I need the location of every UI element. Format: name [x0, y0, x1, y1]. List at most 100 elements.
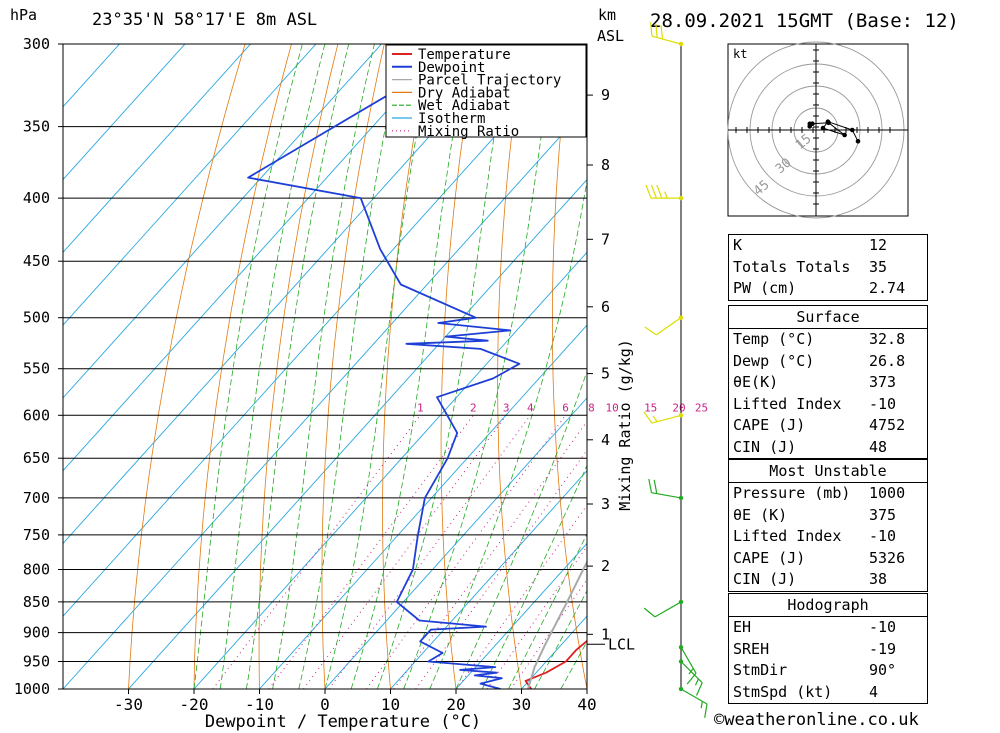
index-row: PW (cm) 2.74	[729, 278, 927, 300]
surface-title: Surface	[729, 306, 927, 329]
isotherm-line	[127, 178, 587, 689]
mixing-ratio-line	[510, 578, 587, 689]
isotherm-line	[258, 324, 587, 689]
copyright-label: ©weatheronline.co.uk	[714, 710, 919, 730]
most-unstable-title: Most Unstable	[729, 460, 927, 483]
hodograph-stat-label: StmSpd (kt)	[733, 682, 833, 701]
wind-barb	[643, 599, 684, 618]
index-label: PW (cm)	[733, 279, 797, 297]
mixing-ratio-label: 15	[644, 401, 657, 414]
pressure-tick-label: 650	[23, 449, 50, 467]
hodograph-table: Hodograph EH -10 SREH -19 StmDir 90° StmSpd (k…	[728, 593, 928, 704]
surface-label: θE(K)	[733, 373, 779, 391]
hodograph-unit-label: kt	[733, 47, 747, 61]
pressure-tick-label: 600	[23, 406, 50, 424]
isotherm-line	[324, 397, 587, 689]
wind-barb	[645, 184, 684, 201]
pressure-tick-label: 1000	[14, 680, 50, 698]
index-value: 2.74	[869, 279, 906, 297]
surface-row: CIN (J) 48	[729, 437, 927, 459]
x-tick-label: 20	[446, 695, 465, 714]
surface-label: Dewp (°C)	[733, 351, 815, 370]
km-tick-label: 5	[601, 365, 610, 383]
pressure-tick-label: 350	[23, 118, 50, 136]
wet-adiabat-line	[272, 44, 375, 689]
hodograph-stat-label: SREH	[733, 639, 770, 658]
pressure-tick-label: 850	[23, 593, 50, 611]
most-unstable-row: CIN (J) 38	[729, 569, 927, 591]
most-unstable-row: Lifted Index -10	[729, 526, 927, 548]
legend-label: Mixing Ratio	[418, 124, 519, 140]
isotherm-line	[389, 469, 587, 689]
wet-adiabat-line	[298, 44, 403, 689]
most-unstable-row: CAPE (J) 5326	[729, 548, 927, 570]
mixing-ratio-line	[212, 414, 421, 689]
x-tick-label: -30	[114, 695, 143, 714]
legend-label: Isotherm	[418, 111, 485, 127]
legend-label: Parcel Trajectory	[418, 73, 561, 89]
hodograph-stat-row: EH -10	[729, 617, 927, 639]
most-unstable-label: CAPE (J)	[733, 548, 806, 567]
wet-adiabat-line	[455, 370, 587, 689]
pressure-tick-label: 700	[23, 489, 50, 507]
pressure-tick-label: 750	[23, 526, 50, 544]
hodograph-point	[810, 121, 815, 126]
dry-adiabat-line	[985, 7, 1000, 689]
km-tick-label: 6	[601, 298, 610, 316]
hodograph-title: Hodograph	[729, 594, 927, 617]
legend-label: Wet Adiabat	[418, 98, 511, 114]
surface-value: 48	[869, 437, 888, 456]
pressure-tick-label: 300	[23, 35, 50, 53]
mixing-ratio-line	[268, 415, 474, 689]
most-unstable-label: CIN (J)	[733, 570, 797, 588]
indices-table: K 12 Totals Totals 35 PW (cm) 2.74	[728, 234, 928, 301]
dry-adiabat-line	[321, 44, 385, 689]
surface-value: 32.8	[869, 330, 906, 348]
km-tick-label: 3	[601, 495, 610, 513]
parcel-trajectory-line	[527, 560, 587, 689]
pressure-tick-label: 950	[23, 653, 50, 671]
dewpoint-line	[247, 44, 521, 689]
hodograph-stat-value: -10	[869, 618, 897, 636]
asl-unit-label: ASL	[597, 27, 625, 45]
surface-label: CIN (J)	[733, 437, 797, 456]
wind-barb	[678, 686, 708, 718]
pressure-tick-label: 900	[23, 624, 50, 642]
hodograph-point	[842, 132, 847, 138]
lcl-label: LCL	[608, 635, 635, 653]
dry-adiabat-line	[128, 44, 246, 689]
legend-label: Temperature	[418, 47, 511, 63]
pressure-tick-label: 550	[23, 360, 50, 378]
wet-adiabat-line	[481, 464, 587, 689]
surface-row: Lifted Index -10	[729, 394, 927, 416]
surface-value: -10	[869, 394, 897, 413]
pressure-tick-label: 500	[23, 309, 50, 327]
most-unstable-value: 5326	[869, 548, 906, 567]
mixing-ratio-label: 3	[503, 401, 510, 414]
pressure-tick-label: 450	[23, 252, 50, 270]
surface-label: Temp (°C)	[733, 330, 815, 348]
wet-adiabat-line	[377, 44, 509, 689]
isotherm-line	[63, 44, 317, 326]
wet-adiabat-line	[350, 44, 469, 689]
hpa-unit-label: hPa	[10, 6, 38, 24]
index-label: Totals Totals	[733, 257, 851, 276]
isotherm-line	[193, 251, 587, 689]
mixing-ratio-label: 2	[470, 401, 477, 414]
wind-barb	[678, 659, 703, 696]
km-unit-label: km	[598, 6, 617, 24]
x-tick-label: 10	[381, 695, 400, 714]
dry-adiabat-line	[657, 7, 718, 689]
mixing-ratio-label: 8	[588, 401, 595, 414]
surface-label: CAPE (J)	[733, 416, 806, 434]
surface-table: Surface Temp (°C) 32.8 Dewp (°C) 26.8 θE(K) 3…	[728, 305, 928, 459]
surface-row: CAPE (J) 4752	[729, 415, 927, 437]
surface-label: Lifted Index	[733, 394, 842, 413]
wind-barb	[648, 478, 684, 501]
hodograph-stat-label: StmDir	[733, 661, 788, 679]
wind-barb	[650, 22, 684, 47]
km-tick-label: 9	[601, 86, 610, 104]
hodograph-stat-value: 90°	[869, 661, 897, 679]
surface-value: 373	[869, 373, 897, 391]
